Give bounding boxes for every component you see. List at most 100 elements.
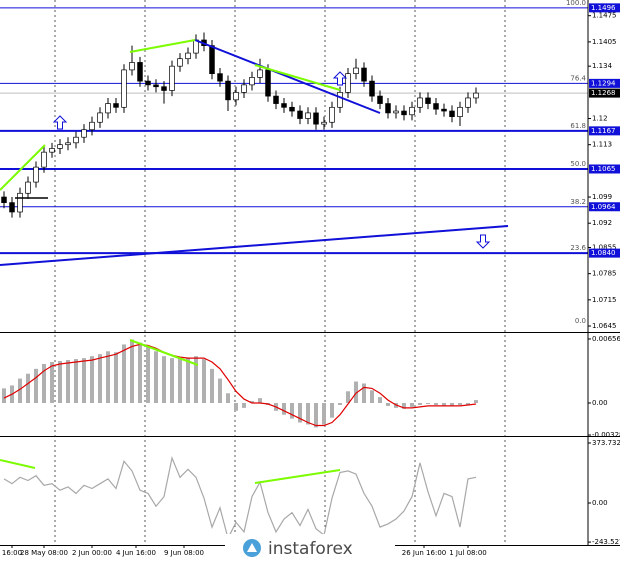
candle-body bbox=[305, 112, 311, 119]
arrow-up bbox=[332, 71, 348, 86]
candle-body bbox=[313, 112, 319, 125]
candle-body bbox=[137, 62, 143, 82]
candle-body bbox=[169, 65, 175, 91]
y-tick-label: 0.00 bbox=[592, 499, 608, 507]
candle-body bbox=[385, 103, 391, 114]
candle-body bbox=[441, 108, 447, 112]
histogram-bar bbox=[234, 403, 238, 411]
candle-body bbox=[121, 69, 127, 108]
level-label-box bbox=[589, 164, 620, 174]
candle-body bbox=[129, 62, 135, 71]
fib-label: 50.0 bbox=[570, 160, 586, 168]
histogram-bar bbox=[402, 403, 406, 409]
histogram-bar bbox=[242, 403, 246, 408]
histogram-bar bbox=[330, 403, 334, 418]
trend-line bbox=[0, 225, 509, 266]
histogram-bar bbox=[386, 403, 390, 406]
level-label-box bbox=[589, 248, 620, 258]
candle-body bbox=[113, 103, 119, 108]
histogram-bar bbox=[130, 339, 134, 404]
candle-body bbox=[377, 95, 383, 104]
histogram-bar bbox=[82, 358, 86, 404]
candle-body bbox=[241, 84, 247, 93]
last-price-label: 1.1268 bbox=[591, 89, 616, 97]
y-tick-label: -243.5272 bbox=[592, 538, 620, 546]
candle-body bbox=[177, 58, 183, 67]
last-price-box bbox=[589, 88, 620, 98]
divergence-line bbox=[129, 39, 196, 53]
x-tick-label: 28 May 08:00 bbox=[20, 549, 68, 557]
candle-body bbox=[433, 103, 439, 110]
histogram-bar bbox=[114, 352, 118, 404]
histogram-bar bbox=[146, 346, 150, 404]
watermark: instaforex bbox=[225, 534, 395, 562]
candle-body bbox=[225, 80, 231, 101]
candle-body bbox=[353, 67, 359, 75]
histogram-bar bbox=[162, 356, 166, 404]
histogram-bar bbox=[2, 388, 6, 404]
y-tick-label: 1.12 bbox=[592, 115, 608, 123]
candle-body bbox=[337, 91, 343, 108]
histogram-bar bbox=[338, 403, 342, 405]
fib-label: 0.0 bbox=[575, 317, 586, 325]
y-tick-label: 373.7321 bbox=[592, 439, 620, 447]
candle-body bbox=[65, 142, 71, 146]
candle-body bbox=[281, 103, 287, 108]
divergence-line bbox=[254, 469, 341, 484]
histogram-bar bbox=[290, 403, 294, 419]
candle-body bbox=[361, 67, 367, 82]
fib-label: 38.2 bbox=[570, 198, 586, 206]
y-tick-label: 1.099 bbox=[592, 193, 612, 201]
histogram-bar bbox=[442, 403, 446, 406]
arrow-up bbox=[52, 115, 68, 130]
candle-body bbox=[417, 97, 423, 108]
y-tick-label: 0.00656 bbox=[592, 335, 620, 343]
candle-body bbox=[217, 73, 223, 82]
candle-body bbox=[425, 97, 431, 104]
histogram-bar bbox=[258, 398, 262, 404]
candle-body bbox=[105, 103, 111, 114]
histogram-bar bbox=[226, 393, 230, 404]
level-label: 1.1294 bbox=[591, 79, 616, 87]
histogram-bar bbox=[370, 390, 374, 404]
candle-body bbox=[457, 106, 463, 117]
drawn-objects bbox=[0, 39, 509, 484]
candle-body bbox=[185, 52, 191, 60]
histogram-bar bbox=[90, 356, 94, 404]
candle-body bbox=[401, 110, 407, 116]
y-tick-label: 0.00 bbox=[592, 399, 608, 407]
x-tick-label: 9 Jun 08:00 bbox=[164, 549, 204, 557]
histogram-bar bbox=[98, 354, 102, 404]
histogram-bar bbox=[322, 403, 326, 425]
level-label-box bbox=[589, 3, 620, 13]
histogram-bar bbox=[466, 403, 470, 405]
candle-body bbox=[393, 110, 399, 114]
candle-body bbox=[449, 110, 455, 117]
candle-body bbox=[145, 80, 151, 86]
histogram-bar bbox=[34, 368, 38, 404]
level-label-box bbox=[589, 126, 620, 136]
histogram-bar bbox=[106, 351, 110, 404]
candle-body bbox=[369, 80, 375, 97]
y-tick-label: -0.00328 bbox=[592, 431, 620, 439]
candle-body bbox=[233, 91, 239, 101]
candle-body bbox=[73, 136, 79, 144]
level-label-box bbox=[589, 78, 620, 88]
divergence-line bbox=[0, 459, 36, 469]
candle-body bbox=[273, 95, 279, 104]
y-tick-label: 1.113 bbox=[592, 141, 612, 149]
arrow-down bbox=[475, 234, 491, 249]
y-tick-label: 1.0715 bbox=[592, 296, 617, 304]
histogram-bar bbox=[218, 378, 222, 404]
y-tick-label: 1.1405 bbox=[592, 38, 617, 46]
fib-label: 76.4 bbox=[570, 74, 586, 82]
candle-body bbox=[97, 112, 103, 123]
level-label: 1.1167 bbox=[591, 127, 616, 135]
histogram-bar bbox=[306, 403, 310, 425]
histogram-bar bbox=[450, 403, 454, 406]
y-tick-label: 1.0855 bbox=[592, 244, 617, 252]
candle-body bbox=[473, 92, 479, 99]
y-tick-label: 1.092 bbox=[592, 219, 612, 227]
histogram-bar bbox=[210, 368, 214, 404]
